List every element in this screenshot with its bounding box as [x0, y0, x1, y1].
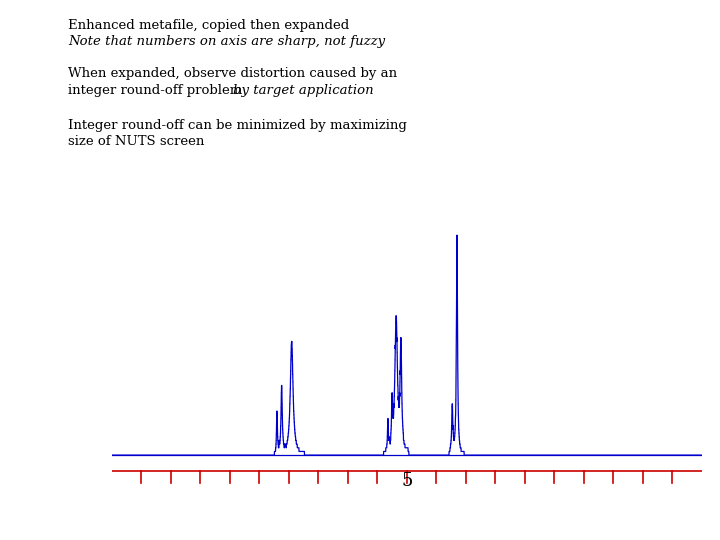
Text: by target application: by target application: [233, 84, 373, 97]
Text: Note that numbers on axis are sharp, not fuzzy: Note that numbers on axis are sharp, not…: [68, 35, 385, 48]
Text: Enhanced metafile, copied then expanded: Enhanced metafile, copied then expanded: [68, 19, 350, 32]
Text: When expanded, observe distortion caused by an: When expanded, observe distortion caused…: [68, 68, 397, 80]
Text: integer round-off problem: integer round-off problem: [68, 84, 247, 97]
Text: size of NUTS screen: size of NUTS screen: [68, 135, 204, 148]
Text: 5: 5: [401, 472, 413, 490]
Text: Integer round-off can be minimized by maximizing: Integer round-off can be minimized by ma…: [68, 119, 408, 132]
